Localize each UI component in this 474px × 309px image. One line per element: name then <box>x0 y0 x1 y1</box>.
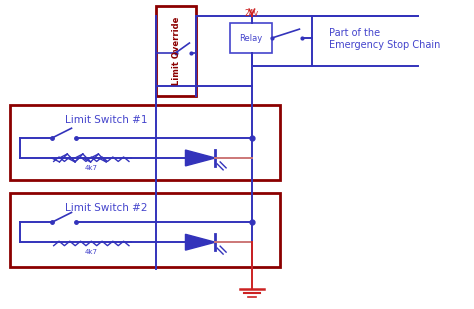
Text: Relay: Relay <box>239 34 263 43</box>
Polygon shape <box>185 234 215 250</box>
Text: 4k7: 4k7 <box>85 165 98 171</box>
Text: 4k7: 4k7 <box>85 249 98 255</box>
Polygon shape <box>185 150 215 166</box>
Bar <box>156 6 196 95</box>
Text: Part of the
Emergency Stop Chain: Part of the Emergency Stop Chain <box>329 28 440 50</box>
Text: 24v: 24v <box>245 9 259 18</box>
Text: Limit Switch #2: Limit Switch #2 <box>64 202 147 213</box>
Text: Limit Switch #1: Limit Switch #1 <box>64 115 147 125</box>
Bar <box>10 105 280 180</box>
Text: Limit Override: Limit Override <box>172 17 181 85</box>
Bar <box>230 23 272 53</box>
Bar <box>10 193 280 267</box>
